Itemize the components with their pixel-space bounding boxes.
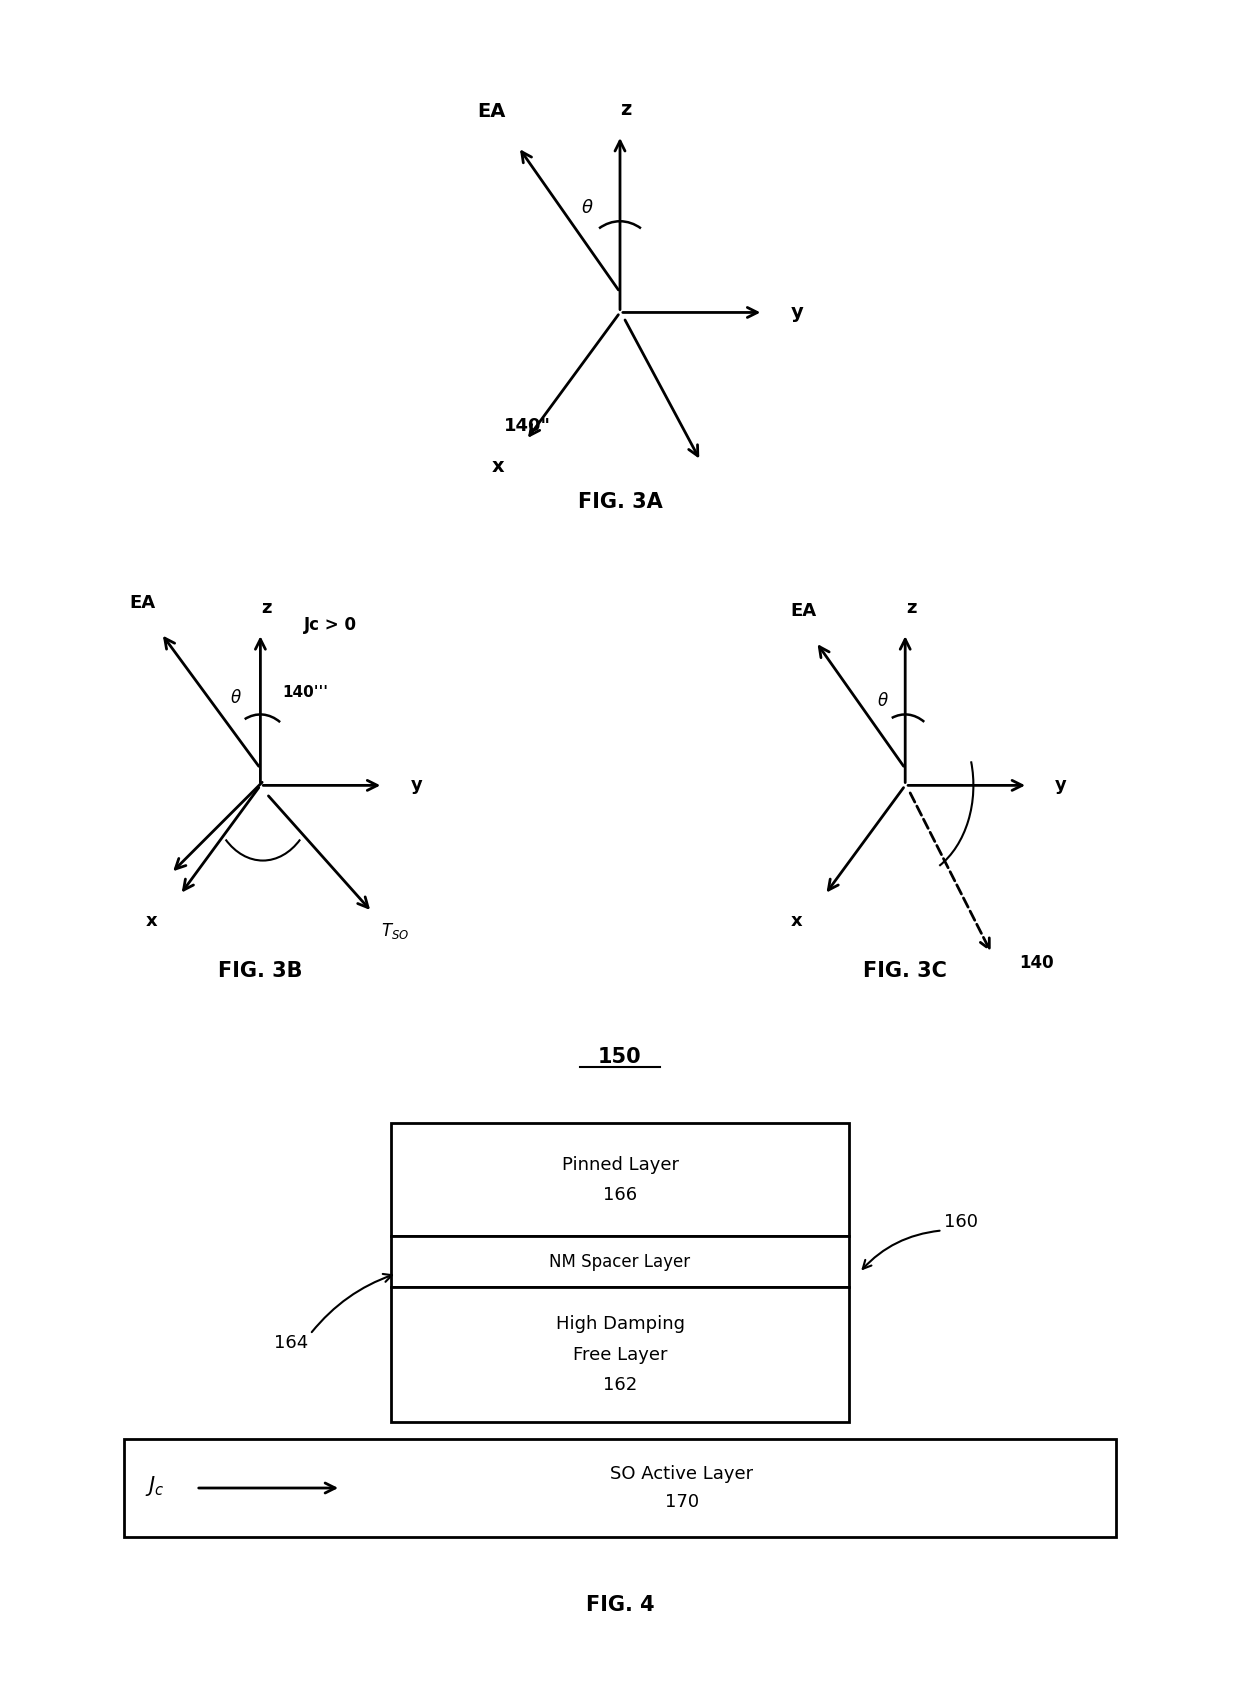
Text: FIG. 3B: FIG. 3B [218,961,303,981]
Text: z: z [620,100,632,118]
Text: 140: 140 [1019,954,1054,971]
Bar [391,1123,849,1236]
Text: EA: EA [477,101,505,120]
Text: High Damping: High Damping [556,1316,684,1333]
Text: $J_c$: $J_c$ [145,1474,165,1498]
Text: y: y [1055,777,1066,794]
Text: $T_{SO}$: $T_{SO}$ [381,921,409,941]
Text: y: y [410,777,422,794]
Text: SO Active Layer: SO Active Layer [610,1466,754,1483]
Text: 140''': 140''' [283,686,329,699]
Text: y: y [791,302,804,323]
Text: FIG. 3C: FIG. 3C [863,961,947,981]
Text: 164: 164 [274,1334,309,1351]
Text: x: x [146,912,157,929]
Bar [124,1439,1116,1537]
Text: 162: 162 [603,1377,637,1393]
Text: 150: 150 [598,1047,642,1067]
Text: 170: 170 [665,1493,699,1510]
Text: z: z [906,600,916,616]
Text: x: x [491,458,503,476]
Bar [391,1287,849,1422]
Text: $\theta$: $\theta$ [582,199,594,216]
Text: 160: 160 [944,1213,978,1231]
Text: 166: 166 [603,1186,637,1204]
Text: 140": 140" [503,417,551,436]
Text: x: x [791,912,802,929]
Text: Free Layer: Free Layer [573,1346,667,1363]
Text: z: z [262,600,272,616]
Text: $\theta$: $\theta$ [877,692,889,709]
Text: FIG. 3A: FIG. 3A [578,491,662,512]
Text: Jc > 0: Jc > 0 [304,616,357,633]
Text: FIG. 4: FIG. 4 [585,1594,655,1615]
Bar [391,1236,849,1287]
Text: NM Spacer Layer: NM Spacer Layer [549,1253,691,1270]
Text: EA: EA [129,595,156,611]
Text: EA: EA [790,603,817,620]
Text: Pinned Layer: Pinned Layer [562,1155,678,1174]
Text: $\theta$: $\theta$ [229,689,242,706]
